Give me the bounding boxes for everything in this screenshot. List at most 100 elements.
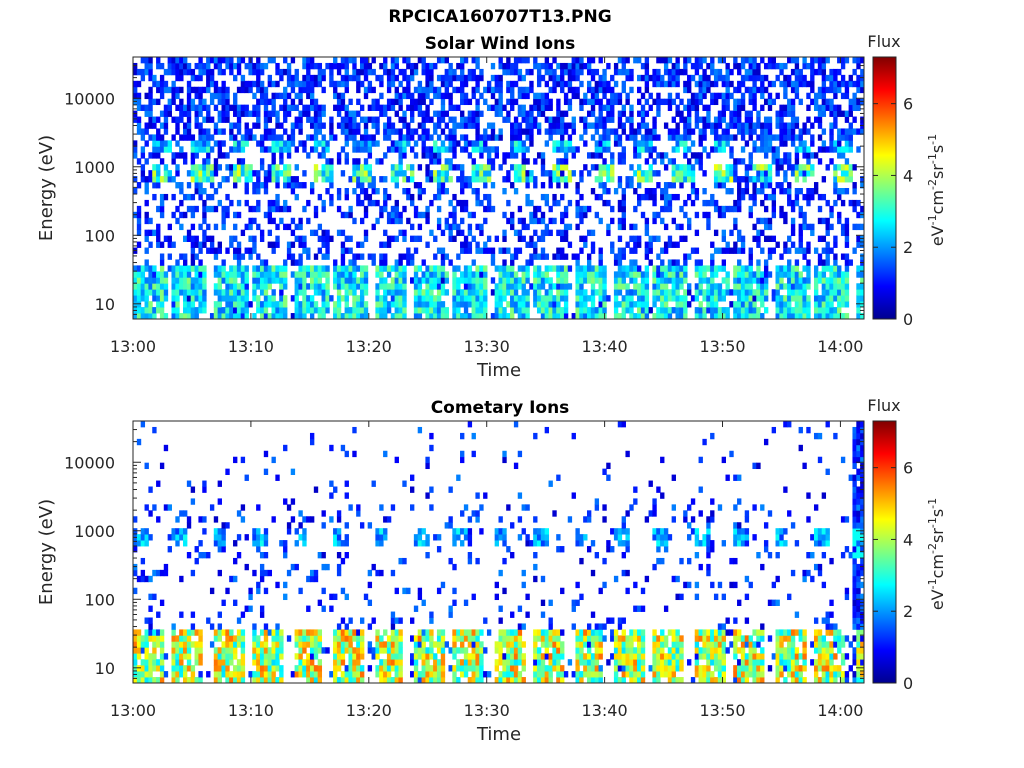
heatmap-cell (363, 193, 369, 201)
heatmap-cell (790, 110, 796, 117)
heatmap-cell (175, 92, 180, 100)
heatmap-cell (140, 557, 146, 565)
heatmap-cell (486, 193, 492, 201)
heatmap-cell (348, 277, 353, 284)
heatmap-cell (329, 170, 334, 177)
heatmap-cell (563, 253, 569, 260)
heatmap-cell (306, 86, 311, 94)
heatmap-cell (513, 122, 519, 129)
heatmap-cell (767, 62, 773, 70)
heatmap-cell (748, 62, 753, 70)
heatmap-cell (506, 289, 511, 296)
heatmap-cell (233, 295, 238, 302)
heatmap-cell (144, 158, 149, 165)
heatmap-cell (271, 104, 276, 111)
heatmap-cell (359, 241, 365, 248)
heatmap-cell (321, 283, 326, 290)
heatmap-cell (629, 295, 634, 302)
heatmap-cell (352, 74, 357, 82)
heatmap-cell (602, 104, 607, 111)
heatmap-cell (610, 98, 615, 106)
heatmap-cell (236, 128, 242, 135)
heatmap-cell (390, 146, 396, 153)
heatmap-cell (675, 271, 680, 278)
heatmap-cell (744, 68, 750, 76)
heatmap-cell (787, 122, 792, 129)
heatmap-cell (679, 205, 684, 213)
heatmap-cell (179, 313, 184, 320)
heatmap-cell (460, 176, 465, 183)
heatmap-cell (640, 62, 646, 70)
heatmap-cell (186, 647, 192, 654)
heatmap-cell (267, 199, 273, 207)
heatmap-cell (756, 188, 761, 195)
heatmap-cell (229, 235, 234, 242)
heatmap-cell (706, 199, 711, 207)
heatmap-cell (779, 277, 784, 284)
heatmap-cell (371, 68, 376, 76)
heatmap-cell (133, 540, 138, 547)
heatmap-cell (336, 277, 342, 284)
heatmap-cell (152, 653, 157, 660)
heatmap-cell (294, 68, 299, 76)
heatmap-cell (467, 247, 473, 254)
heatmap-cell (252, 104, 257, 111)
heatmap-cell (579, 98, 584, 106)
heatmap-cell (733, 86, 738, 94)
heatmap-cell (363, 146, 369, 153)
heatmap-cell (263, 98, 269, 106)
heatmap-cell (544, 271, 550, 278)
heatmap-cell (660, 301, 665, 308)
heatmap-cell (721, 307, 726, 314)
heatmap-cell (179, 528, 184, 535)
heatmap-cell (540, 98, 546, 106)
heatmap-cell (517, 247, 523, 254)
heatmap-cell (840, 295, 846, 302)
heatmap-cell (667, 205, 673, 213)
heatmap-cell (386, 98, 392, 106)
heatmap-cell (510, 295, 515, 302)
heatmap-cell (771, 57, 777, 64)
heatmap-cell (475, 146, 480, 153)
heatmap-cell (617, 134, 623, 141)
heatmap-cell (456, 283, 461, 290)
heatmap-cell (740, 271, 746, 278)
heatmap-cell (233, 211, 238, 219)
heatmap-cell (463, 134, 469, 141)
heatmap-cell (629, 122, 634, 129)
heatmap-cell (840, 223, 846, 231)
heatmap-cell (175, 635, 180, 642)
heatmap-cell (159, 140, 165, 147)
heatmap-cell (244, 295, 249, 302)
heatmap-cell (313, 134, 319, 141)
heatmap-cell (729, 205, 734, 213)
heatmap-cell (167, 241, 172, 248)
heatmap-cell (244, 199, 249, 207)
heatmap-cell (702, 170, 707, 177)
heatmap-cell (348, 271, 353, 278)
heatmap-cell (833, 80, 838, 88)
heatmap-cell (748, 122, 753, 129)
heatmap-cell (798, 205, 803, 213)
heatmap-cell (752, 277, 757, 284)
heatmap-cell (583, 128, 588, 135)
heatmap-cell (690, 188, 696, 195)
heatmap-cell (133, 86, 138, 94)
heatmap-cell (163, 289, 169, 296)
heatmap-cell (717, 289, 723, 296)
heatmap-cell (806, 158, 811, 165)
heatmap-cell (806, 170, 811, 177)
heatmap-cell (694, 271, 700, 278)
heatmap-cell (756, 313, 761, 320)
heatmap-cell (775, 301, 780, 308)
heatmap-cell (613, 134, 619, 141)
heatmap-cell (756, 295, 761, 302)
heatmap-cell (737, 158, 742, 165)
heatmap-cell (637, 140, 642, 147)
heatmap-cell (806, 223, 811, 231)
heatmap-cell (163, 110, 169, 117)
heatmap-cell (713, 289, 719, 296)
y-tick-label: 1000 (74, 158, 115, 177)
heatmap-cell (413, 128, 419, 135)
heatmap-cell (221, 277, 226, 284)
